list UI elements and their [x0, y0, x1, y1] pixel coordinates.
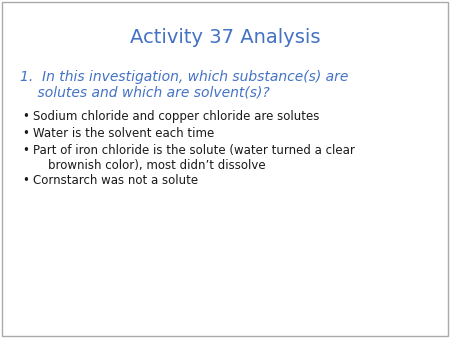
- Text: solutes and which are solvent(s)?: solutes and which are solvent(s)?: [20, 86, 270, 100]
- Text: •: •: [22, 174, 29, 187]
- FancyBboxPatch shape: [2, 2, 448, 336]
- Text: •: •: [22, 144, 29, 157]
- Text: •: •: [22, 127, 29, 140]
- Text: Activity 37 Analysis: Activity 37 Analysis: [130, 28, 320, 47]
- Text: Water is the solvent each time: Water is the solvent each time: [33, 127, 214, 140]
- Text: 1.  In this investigation, which substance(s) are: 1. In this investigation, which substanc…: [20, 70, 348, 84]
- Text: Cornstarch was not a solute: Cornstarch was not a solute: [33, 174, 198, 187]
- Text: •: •: [22, 110, 29, 123]
- Text: Part of iron chloride is the solute (water turned a clear
    brownish color), m: Part of iron chloride is the solute (wat…: [33, 144, 355, 172]
- Text: Sodium chloride and copper chloride are solutes: Sodium chloride and copper chloride are …: [33, 110, 320, 123]
